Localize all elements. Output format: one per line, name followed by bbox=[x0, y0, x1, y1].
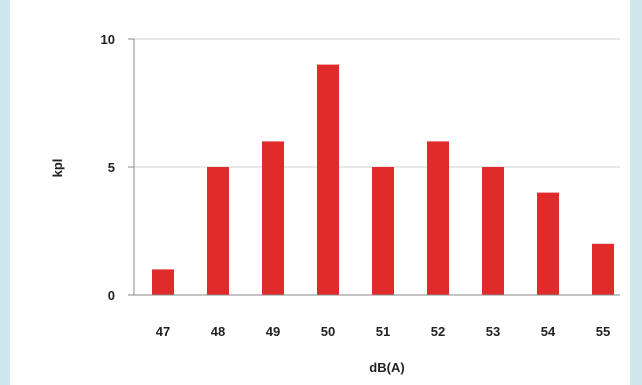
bar-54 bbox=[537, 192, 559, 295]
bars bbox=[152, 64, 614, 295]
chart-frame: 0 5 10 47 48 49 50 51 52 53 54 55 dB(A) kpl bbox=[10, 0, 630, 385]
bar-48 bbox=[207, 167, 229, 295]
x-tick-label: 48 bbox=[211, 324, 225, 339]
x-tick-label: 50 bbox=[321, 324, 335, 339]
x-tick-label: 49 bbox=[266, 324, 280, 339]
x-tick-label: 54 bbox=[541, 324, 556, 339]
y-tick-label: 5 bbox=[108, 160, 115, 175]
bar-52 bbox=[427, 141, 449, 295]
x-tick-label: 53 bbox=[486, 324, 500, 339]
y-tick-label: 0 bbox=[108, 288, 115, 303]
bar-51 bbox=[372, 167, 394, 295]
x-tick-label: 51 bbox=[376, 324, 390, 339]
x-tick-label: 47 bbox=[156, 324, 170, 339]
x-tick-label: 52 bbox=[431, 324, 445, 339]
bar-55 bbox=[592, 243, 614, 295]
y-axis-title: kpl bbox=[50, 159, 65, 178]
x-tick-label: 55 bbox=[596, 324, 610, 339]
axes bbox=[128, 38, 620, 296]
y-tick-labels: 0 5 10 bbox=[101, 32, 115, 303]
x-tick-labels: 47 48 49 50 51 52 53 54 55 bbox=[156, 324, 610, 339]
bar-47 bbox=[152, 269, 174, 295]
bar-50 bbox=[317, 64, 339, 295]
grid-lines bbox=[134, 38, 620, 168]
bar-53 bbox=[482, 167, 504, 295]
y-tick-label: 10 bbox=[101, 32, 115, 47]
x-axis-title: dB(A) bbox=[369, 360, 404, 375]
bar-49 bbox=[262, 141, 284, 295]
bar-chart: 0 5 10 47 48 49 50 51 52 53 54 55 dB(A) kpl bbox=[50, 32, 620, 375]
